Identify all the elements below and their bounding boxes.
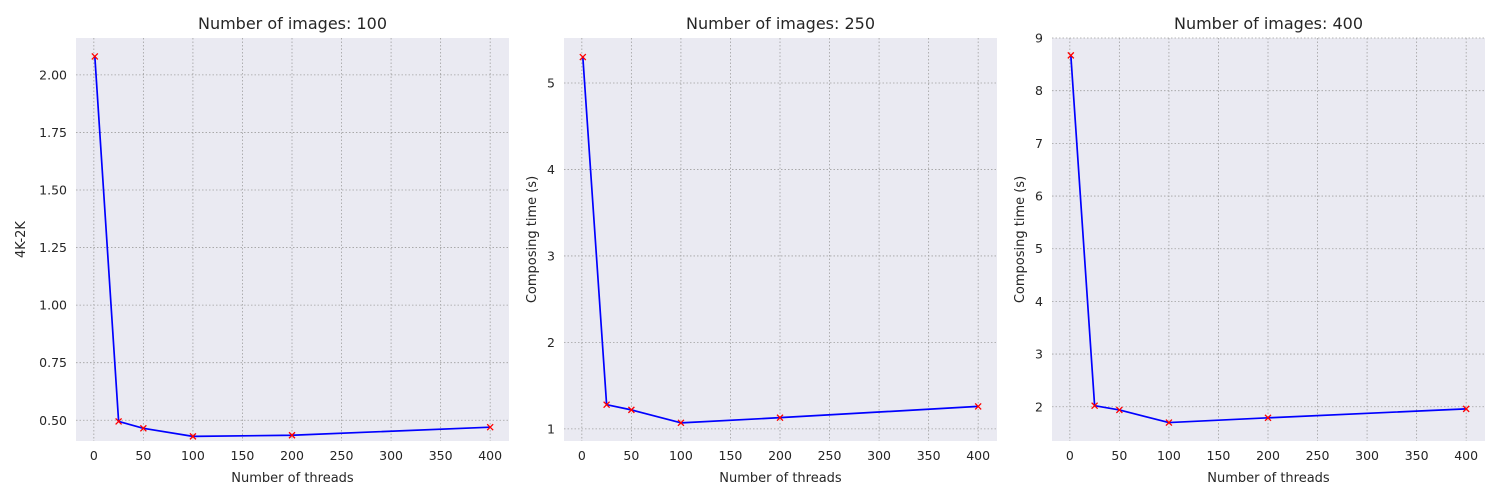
- y-tick-label: 1.00: [39, 298, 67, 313]
- data-point-marker: [627, 406, 635, 414]
- subplot-images-100: Number of images: 100 Number of threads …: [14, 14, 509, 486]
- y-tick-label: 5: [547, 75, 555, 90]
- data-point-marker: [139, 424, 147, 432]
- x-axis-label: Number of threads: [719, 471, 842, 486]
- x-tick-label: 300: [379, 448, 403, 463]
- x-tick-label: 200: [768, 448, 792, 463]
- series-line: [1069, 55, 1467, 424]
- grid: [76, 38, 509, 441]
- data-point-marker: [91, 52, 99, 60]
- x-tick-label: 100: [669, 448, 693, 463]
- x-tick-label: 250: [1306, 448, 1330, 463]
- x-tick-label: 250: [818, 448, 842, 463]
- y-tick-label: 8: [1035, 83, 1043, 98]
- y-tick-label: 0.50: [39, 413, 67, 428]
- y-tick-label: 0.75: [39, 355, 67, 370]
- subplot-images-250: Number of images: 250 Number of threads …: [525, 14, 997, 486]
- data-point-marker: [486, 423, 494, 431]
- x-tick-label: 200: [1256, 448, 1280, 463]
- x-tick-label: 0: [90, 448, 98, 463]
- x-tick-label: 50: [623, 448, 639, 463]
- y-axis-label: Composing time (s): [1013, 176, 1028, 303]
- subplot-images-400: Number of images: 400 Number of threads …: [1013, 14, 1485, 486]
- plot-area: [1052, 38, 1485, 441]
- x-axis-label: Number of threads: [1207, 471, 1330, 486]
- x-tick-label: 250: [330, 448, 354, 463]
- plot-area: [564, 38, 997, 441]
- data-point-marker: [115, 417, 123, 425]
- data-point-marker: [1165, 419, 1173, 427]
- data-point-marker: [288, 431, 296, 439]
- plot-area: [76, 38, 509, 441]
- chart-title: Number of images: 400: [1174, 14, 1363, 33]
- y-tick-label: 1: [547, 421, 555, 436]
- x-tick-label: 50: [135, 448, 151, 463]
- y-tick-label: 9: [1035, 31, 1043, 46]
- x-tick-label: 100: [181, 448, 205, 463]
- data-point-marker: [1462, 405, 1470, 413]
- x-tick-label: 100: [1157, 448, 1181, 463]
- grid: [564, 38, 997, 441]
- x-tick-label: 350: [917, 448, 941, 463]
- y-tick-label: 1.50: [39, 182, 67, 197]
- x-tick-label: 400: [1454, 448, 1478, 463]
- data-point-marker: [776, 414, 784, 422]
- y-tick-label: 3: [547, 248, 555, 263]
- x-tick-label: 300: [867, 448, 891, 463]
- x-tick-label: 300: [1355, 448, 1379, 463]
- y-tick-label: 1.25: [39, 240, 67, 255]
- y-tick-label: 4: [547, 162, 555, 177]
- data-point-marker: [677, 419, 685, 427]
- y-tick-label: 2: [547, 335, 555, 350]
- y-tick-label: 6: [1035, 189, 1043, 204]
- x-tick-label: 150: [1207, 448, 1231, 463]
- x-tick-label: 400: [966, 448, 990, 463]
- x-tick-label: 350: [1405, 448, 1429, 463]
- x-tick-label: 0: [1066, 448, 1074, 463]
- y-tick-label: 5: [1035, 241, 1043, 256]
- chart-title: Number of images: 100: [198, 14, 387, 33]
- y-axis-label: Composing time (s): [525, 176, 540, 303]
- y-tick-label: 2.00: [39, 67, 67, 82]
- data-point-marker: [189, 432, 197, 440]
- data-point-marker: [1091, 402, 1099, 410]
- data-point-marker: [974, 402, 982, 410]
- data-point-marker: [579, 53, 587, 61]
- y-tick-label: 2: [1035, 399, 1043, 414]
- x-tick-label: 400: [478, 448, 502, 463]
- x-tick-label: 0: [578, 448, 586, 463]
- series-line: [581, 56, 979, 424]
- data-point-marker: [1067, 51, 1075, 59]
- grid: [1052, 37, 1485, 441]
- chart-title: Number of images: 250: [686, 14, 875, 33]
- data-point-marker: [1264, 414, 1272, 422]
- series-line: [93, 56, 491, 438]
- data-point-marker: [1115, 406, 1123, 414]
- y-tick-label: 1.75: [39, 125, 67, 140]
- x-axis-label: Number of threads: [231, 471, 354, 486]
- y-tick-label: 7: [1035, 136, 1043, 151]
- x-tick-label: 150: [231, 448, 255, 463]
- y-axis-label: 4K-2K: [14, 221, 29, 258]
- x-tick-label: 350: [429, 448, 453, 463]
- x-tick-label: 200: [280, 448, 304, 463]
- y-tick-label: 3: [1035, 347, 1043, 362]
- x-tick-label: 150: [719, 448, 743, 463]
- x-tick-label: 50: [1111, 448, 1127, 463]
- data-point-marker: [603, 401, 611, 409]
- y-tick-label: 4: [1035, 294, 1043, 309]
